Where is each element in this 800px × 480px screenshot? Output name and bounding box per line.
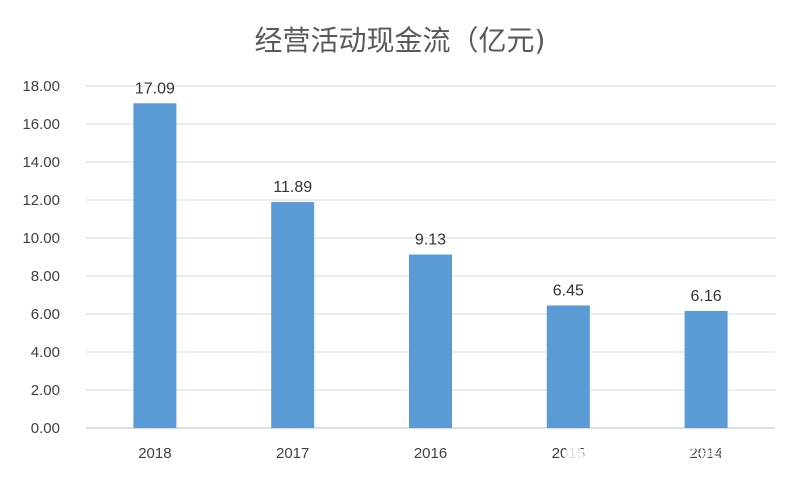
data-label-2018: 17.09 bbox=[135, 80, 175, 97]
y-tick-label: 8.00 bbox=[31, 268, 60, 285]
y-tick-label: 14.00 bbox=[22, 154, 60, 171]
y-tick-label: 12.00 bbox=[22, 192, 60, 209]
x-tick-label: 2017 bbox=[276, 445, 309, 462]
x-tick-label: 2014 bbox=[689, 445, 722, 462]
chart-title: 经营活动现金流（亿元) bbox=[255, 24, 546, 57]
data-labels: 17.09 11.89 9.13 6.45 6.16 bbox=[135, 80, 722, 305]
bars bbox=[133, 103, 728, 428]
y-tick-label: 0.00 bbox=[31, 420, 60, 437]
watermark: 雪球：苟富贵对于 bbox=[564, 445, 760, 469]
x-tick-label: 2016 bbox=[414, 445, 447, 462]
data-label-2015: 6.45 bbox=[553, 282, 584, 299]
watermark-text: 雪球：苟富贵对于 bbox=[592, 445, 760, 469]
bar-2018 bbox=[133, 103, 177, 428]
data-label-2016: 9.13 bbox=[415, 232, 446, 249]
y-tick-label: 18.00 bbox=[22, 78, 60, 95]
bar-2016 bbox=[409, 254, 452, 428]
bar-2017 bbox=[271, 202, 315, 428]
y-tick-label: 2.00 bbox=[31, 382, 60, 399]
y-tick-label: 16.00 bbox=[22, 116, 60, 133]
y-tick-label: 10.00 bbox=[22, 230, 60, 247]
bar-2015 bbox=[546, 305, 590, 428]
bar-2014 bbox=[684, 310, 728, 428]
data-label-2014: 6.16 bbox=[691, 288, 722, 305]
data-label-2017: 11.89 bbox=[273, 179, 312, 196]
snowball-logo-icon bbox=[564, 446, 584, 466]
y-tick-label: 4.00 bbox=[31, 344, 60, 361]
x-tick-label: 2018 bbox=[138, 445, 171, 462]
y-axis-ticks: 0.00 2.00 4.00 6.00 8.00 10.00 12.00 14.00 16.00… bbox=[22, 78, 60, 437]
y-tick-label: 6.00 bbox=[31, 306, 60, 323]
